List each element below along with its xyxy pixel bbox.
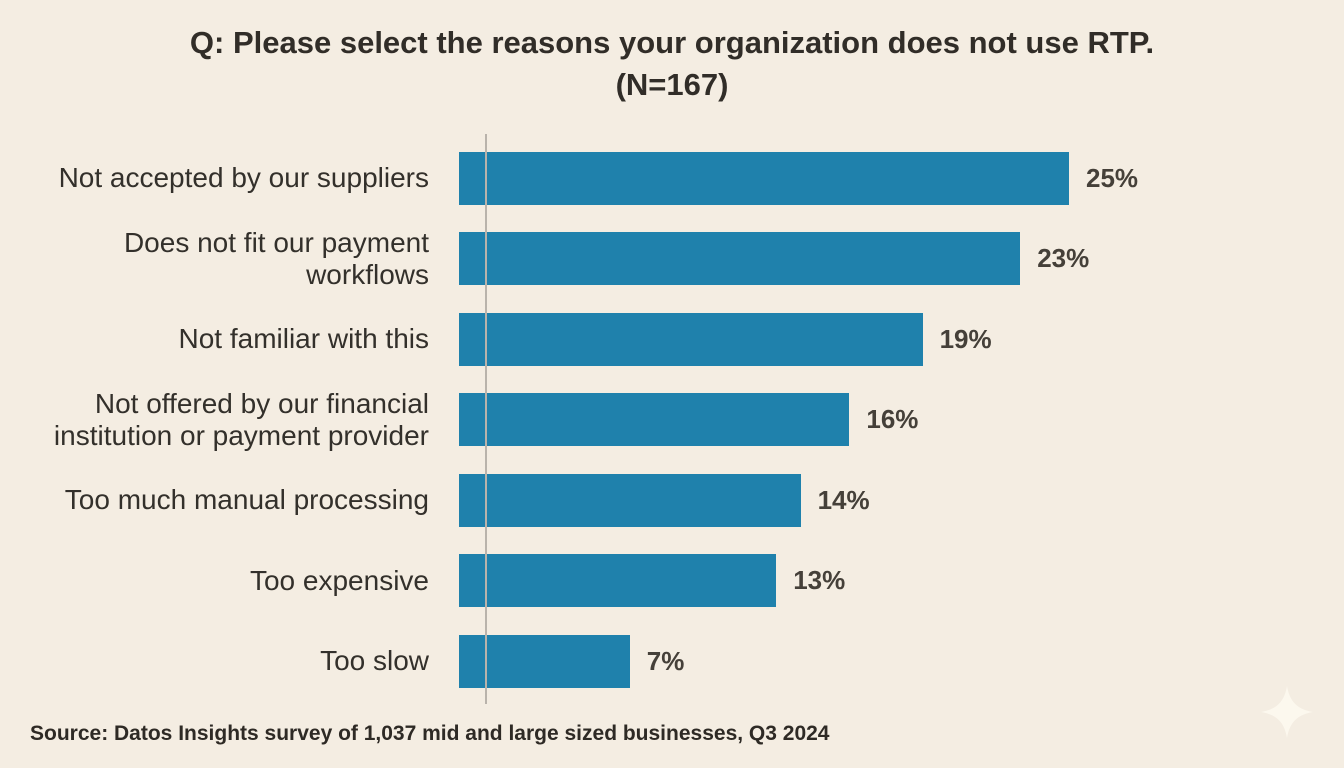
- bar-area: 19%: [459, 299, 992, 380]
- value-label: 19%: [939, 323, 992, 354]
- chart-title: Q: Please select the reasons your organi…: [189, 25, 1155, 60]
- bar-area: 25%: [459, 138, 1138, 219]
- chart-title-block: Q: Please select the reasons your organi…: [0, 22, 1344, 106]
- value-label: 13%: [793, 565, 846, 596]
- bar-area: 23%: [459, 219, 1089, 300]
- bar-area: 16%: [459, 380, 918, 461]
- chart-row: Too slow 7%: [0, 621, 1344, 702]
- chart-row: Not familiar with this 19%: [0, 299, 1344, 380]
- category-label: Too expensive: [249, 564, 429, 596]
- bar: [459, 473, 801, 527]
- chart-row: Not offered by our financial institution…: [0, 380, 1344, 461]
- category-label: Not offered by our financial institution…: [53, 387, 429, 451]
- bar: [459, 232, 1021, 286]
- chart-row: Not accepted by our suppliers 25%: [0, 138, 1344, 219]
- bar-area: 13%: [459, 541, 845, 622]
- category-label: Too slow: [320, 645, 429, 677]
- category-label: Not accepted by our suppliers: [58, 162, 429, 194]
- bar-chart: Not accepted by our suppliers 25% Does not…: [0, 134, 1344, 704]
- category-label: Does not fit our payment workflows: [123, 226, 429, 290]
- bar: [459, 393, 850, 447]
- value-label: 14%: [817, 484, 870, 515]
- category-label: Too much manual processing: [64, 484, 429, 516]
- value-label: 25%: [1086, 162, 1139, 193]
- bar: [459, 554, 777, 608]
- category-label: Not familiar with this: [178, 323, 429, 355]
- bar: [459, 634, 630, 688]
- chart-row: Does not fit our payment workflows 23%: [0, 219, 1344, 300]
- bar: [459, 312, 923, 366]
- sparkle-icon: [1261, 686, 1313, 738]
- y-axis-line: [485, 134, 487, 704]
- chart-row: Too expensive 13%: [0, 541, 1344, 622]
- value-label: 7%: [646, 645, 685, 676]
- bar: [459, 151, 1069, 205]
- chart-subtitle: (N=167): [615, 66, 729, 102]
- chart-rows: Not accepted by our suppliers 25% Does not…: [0, 138, 1344, 702]
- bar-area: 7%: [459, 621, 684, 702]
- value-label: 23%: [1037, 243, 1090, 274]
- source-note: Source: Datos Insights survey of 1,037 m…: [30, 722, 830, 745]
- chart-row: Too much manual processing 14%: [0, 460, 1344, 541]
- bar-area: 14%: [459, 460, 870, 541]
- value-label: 16%: [866, 404, 919, 435]
